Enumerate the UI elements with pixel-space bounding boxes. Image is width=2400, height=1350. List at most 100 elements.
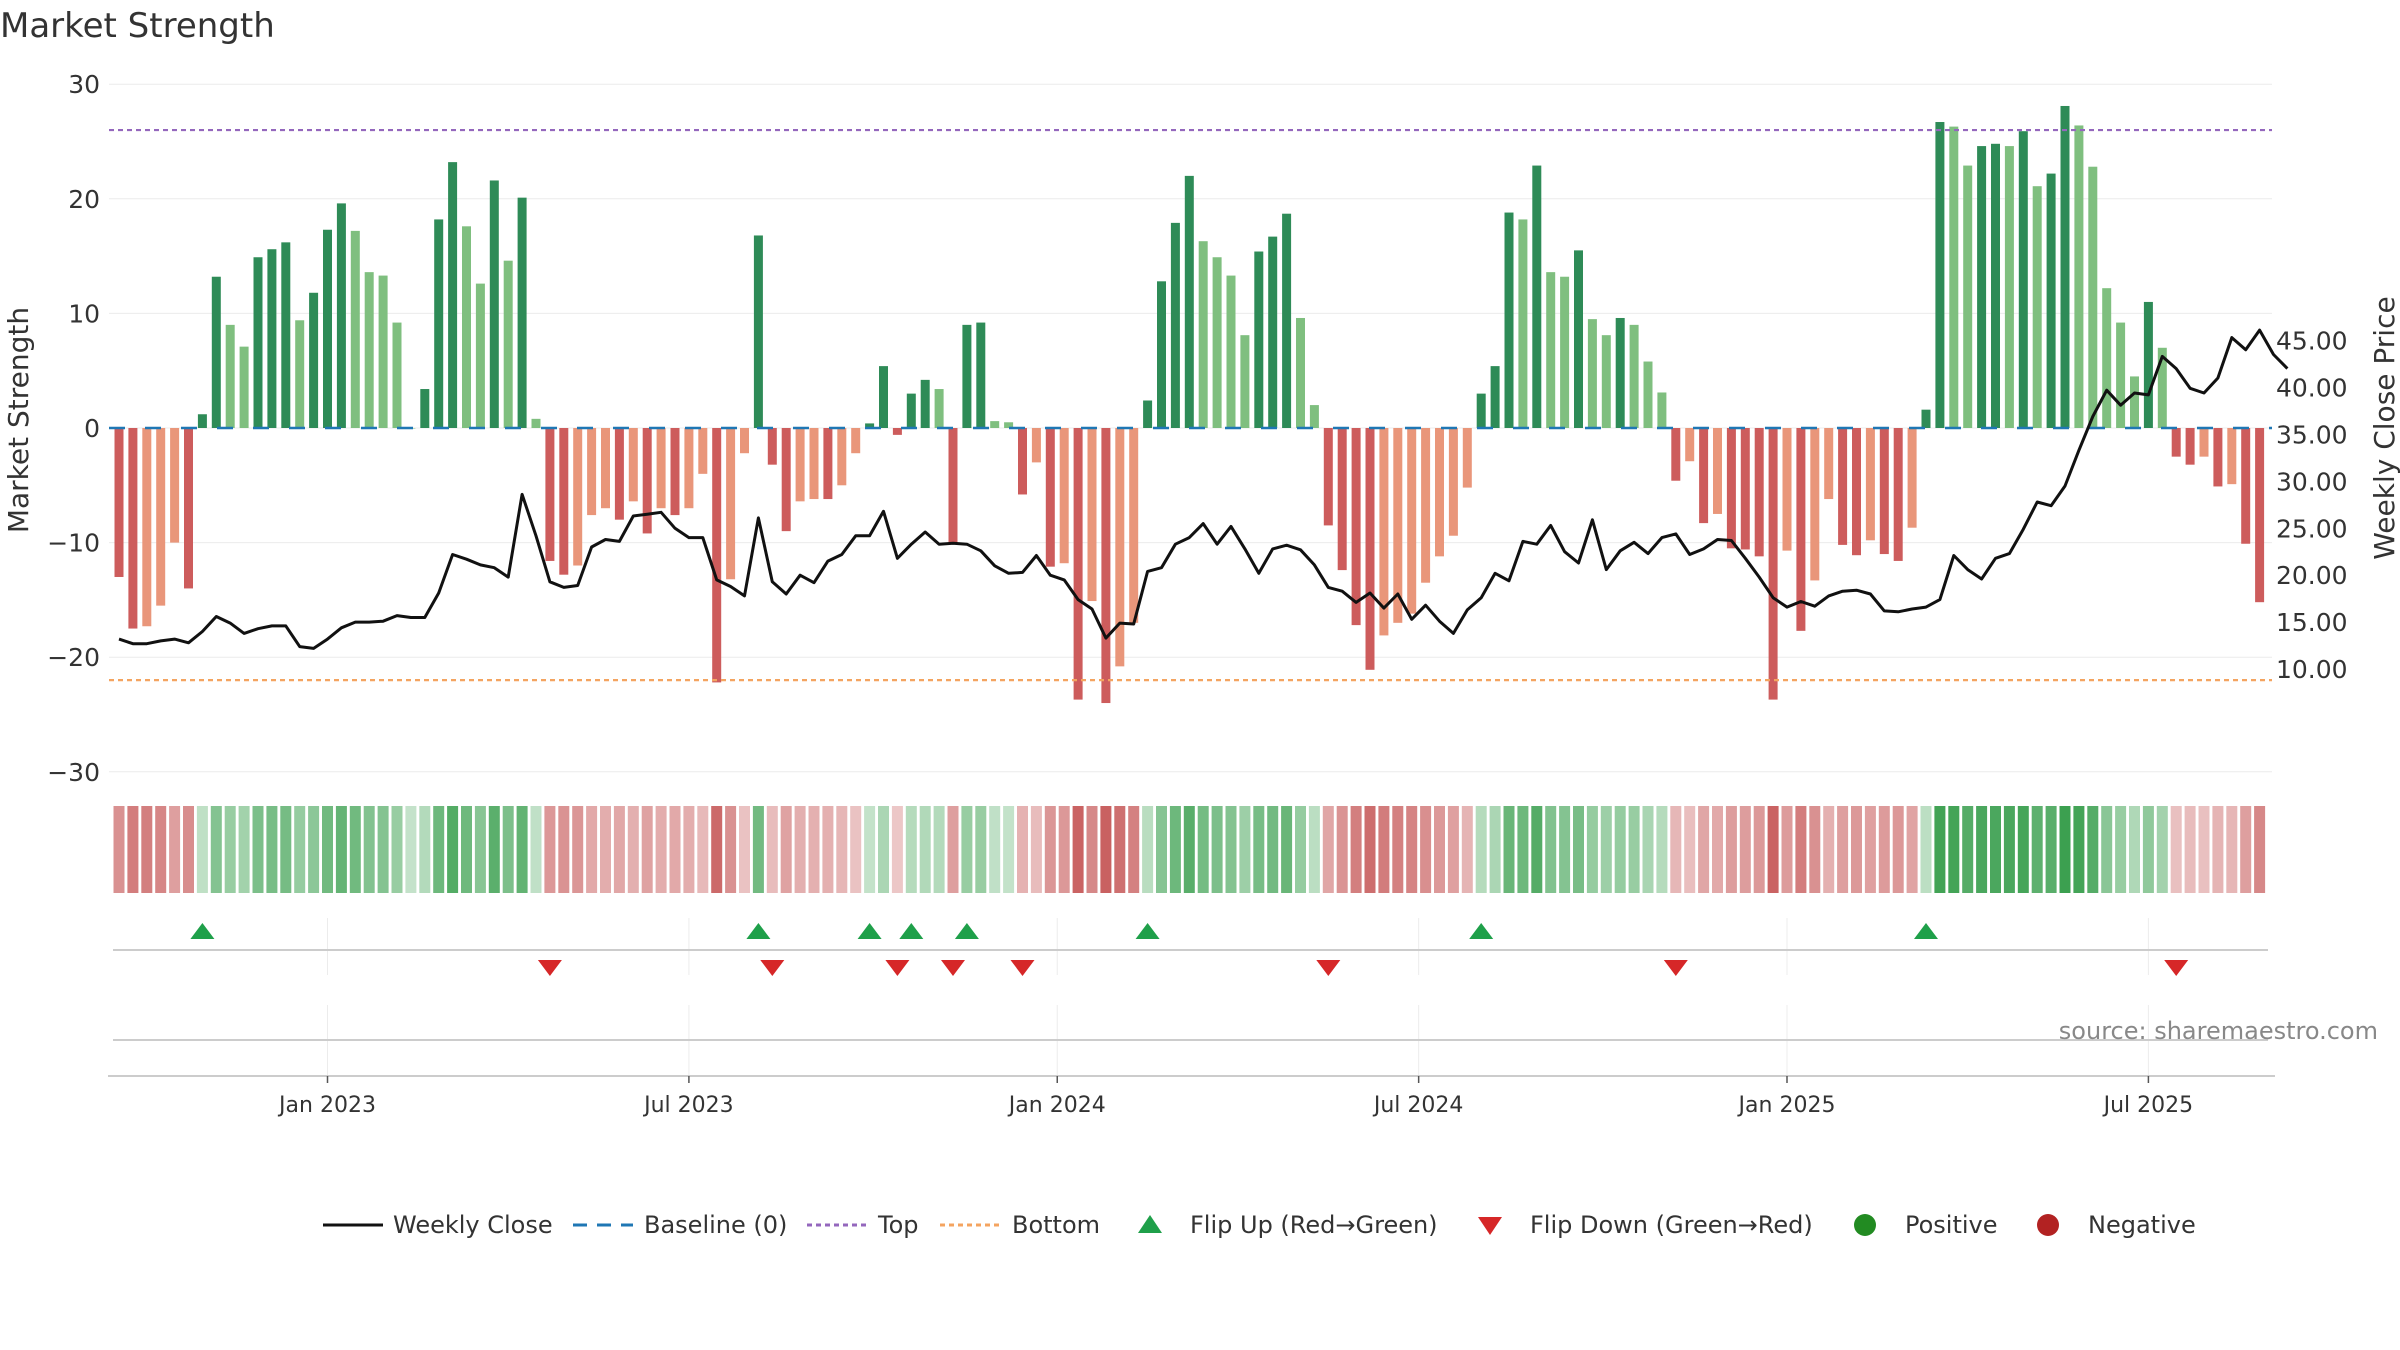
left-axis-label: Market Strength: [2, 307, 35, 533]
strength-bar: [1101, 428, 1111, 704]
strip-cell: [1322, 806, 1334, 893]
strength-bar: [2032, 186, 2042, 428]
strength-bar: [1365, 428, 1375, 670]
strength-bar: [656, 428, 666, 509]
strength-bar: [2074, 125, 2084, 429]
right-tick-label: 45.00: [2276, 326, 2348, 355]
strip-cell: [544, 806, 556, 893]
strength-bar: [1143, 400, 1153, 428]
strip-cell: [1420, 806, 1432, 893]
strip-cell: [2087, 806, 2099, 893]
strip-cell: [419, 806, 431, 893]
flip-down-marker: [1663, 960, 1688, 976]
strip-cell: [196, 806, 208, 893]
strength-bar: [448, 162, 458, 429]
strength-bar: [1699, 428, 1709, 524]
left-tick-label: 0: [84, 414, 100, 443]
strength-bar: [1407, 428, 1417, 614]
x-tick-label: Jul 2025: [2102, 1093, 2194, 1118]
strength-bar: [1170, 222, 1180, 428]
strip-cell: [864, 806, 876, 893]
strength-bar: [865, 423, 875, 428]
strip-cell: [1489, 806, 1501, 893]
strength-bar: [879, 366, 888, 428]
strip-cell: [1156, 806, 1167, 893]
strength-bar: [1157, 281, 1166, 428]
strength-bar: [1574, 250, 1583, 428]
strength-bar: [1490, 366, 1500, 428]
strip-cell: [1767, 806, 1779, 893]
strip-cell: [2073, 806, 2085, 893]
strength-bar: [142, 428, 152, 627]
strength-bar: [2004, 146, 2014, 429]
strength-bar: [1963, 165, 1973, 429]
strength-bar: [545, 428, 555, 561]
strip-cell: [891, 806, 903, 893]
flip-up-marker: [954, 923, 979, 939]
strip-cell: [933, 806, 945, 893]
right-tick-label: 10.00: [2276, 655, 2348, 684]
left-tick-label: −30: [47, 758, 100, 787]
weekly-close-line: [118, 328, 2289, 650]
strip-cell: [961, 806, 973, 893]
strip-cell: [572, 806, 584, 893]
strength-bar: [1921, 409, 1931, 428]
strength-bar: [309, 292, 319, 428]
strip-cell: [2031, 806, 2043, 893]
strip-cell: [1878, 806, 1890, 893]
strip-cell: [2254, 806, 2266, 893]
legend-swatch: [1138, 1215, 1162, 1233]
strength-bar: [1462, 428, 1472, 488]
x-tick-label: Jan 2025: [1737, 1093, 1836, 1118]
strip-cell: [989, 806, 1001, 893]
strength-bars: [114, 105, 2265, 704]
strength-bar: [1226, 275, 1236, 428]
strip-cell: [1211, 806, 1223, 893]
strip-cell: [1072, 806, 1084, 893]
right-tick-label: 40.00: [2276, 373, 2348, 402]
strip-cell: [975, 806, 987, 893]
strip-cell: [1712, 806, 1723, 893]
strip-cell: [169, 806, 181, 893]
strip-cell: [2212, 806, 2224, 893]
strip-cell: [1962, 806, 1974, 893]
strip-cell: [2170, 806, 2182, 893]
right-tick-label: 30.00: [2276, 467, 2348, 496]
strip-cell: [850, 806, 862, 893]
strip-cell: [600, 806, 611, 893]
strength-bar: [517, 197, 527, 428]
legend-label: Baseline (0): [644, 1211, 787, 1239]
strength-bar: [1268, 236, 1278, 428]
x-tick-label: Jan 2024: [1007, 1093, 1106, 1118]
strip-cell: [155, 806, 167, 893]
strength-bar: [920, 379, 930, 428]
x-tick-label: Jan 2023: [277, 1093, 376, 1118]
strip-cell: [669, 806, 681, 893]
strength-bar: [1184, 175, 1194, 428]
strip-cell: [252, 806, 264, 893]
strength-bar: [1504, 212, 1514, 428]
strip-cell: [711, 806, 723, 893]
strength-bar: [642, 428, 652, 534]
strength-bar: [1810, 428, 1820, 581]
strength-bar: [184, 428, 193, 589]
strip-cell: [322, 806, 333, 893]
strength-bar: [1254, 251, 1264, 428]
strip-cell: [2156, 806, 2168, 893]
strength-bar: [2213, 428, 2223, 487]
strength-bar: [253, 257, 263, 428]
flip-down-marker: [1316, 960, 1341, 976]
strength-bar: [1087, 428, 1097, 602]
strength-bar: [489, 180, 499, 428]
strength-bar: [156, 428, 166, 606]
strip-cell: [349, 806, 361, 893]
strip-cell: [1753, 806, 1765, 893]
strength-bar: [1671, 428, 1681, 481]
strip-cell: [1169, 806, 1181, 893]
source-note: source: sharemaestro.com: [2059, 1017, 2378, 1045]
strip-cell: [905, 806, 917, 893]
strip-cell: [1295, 806, 1306, 893]
strip-cell: [1670, 806, 1682, 893]
weekly-close-line-group: [118, 328, 2289, 650]
